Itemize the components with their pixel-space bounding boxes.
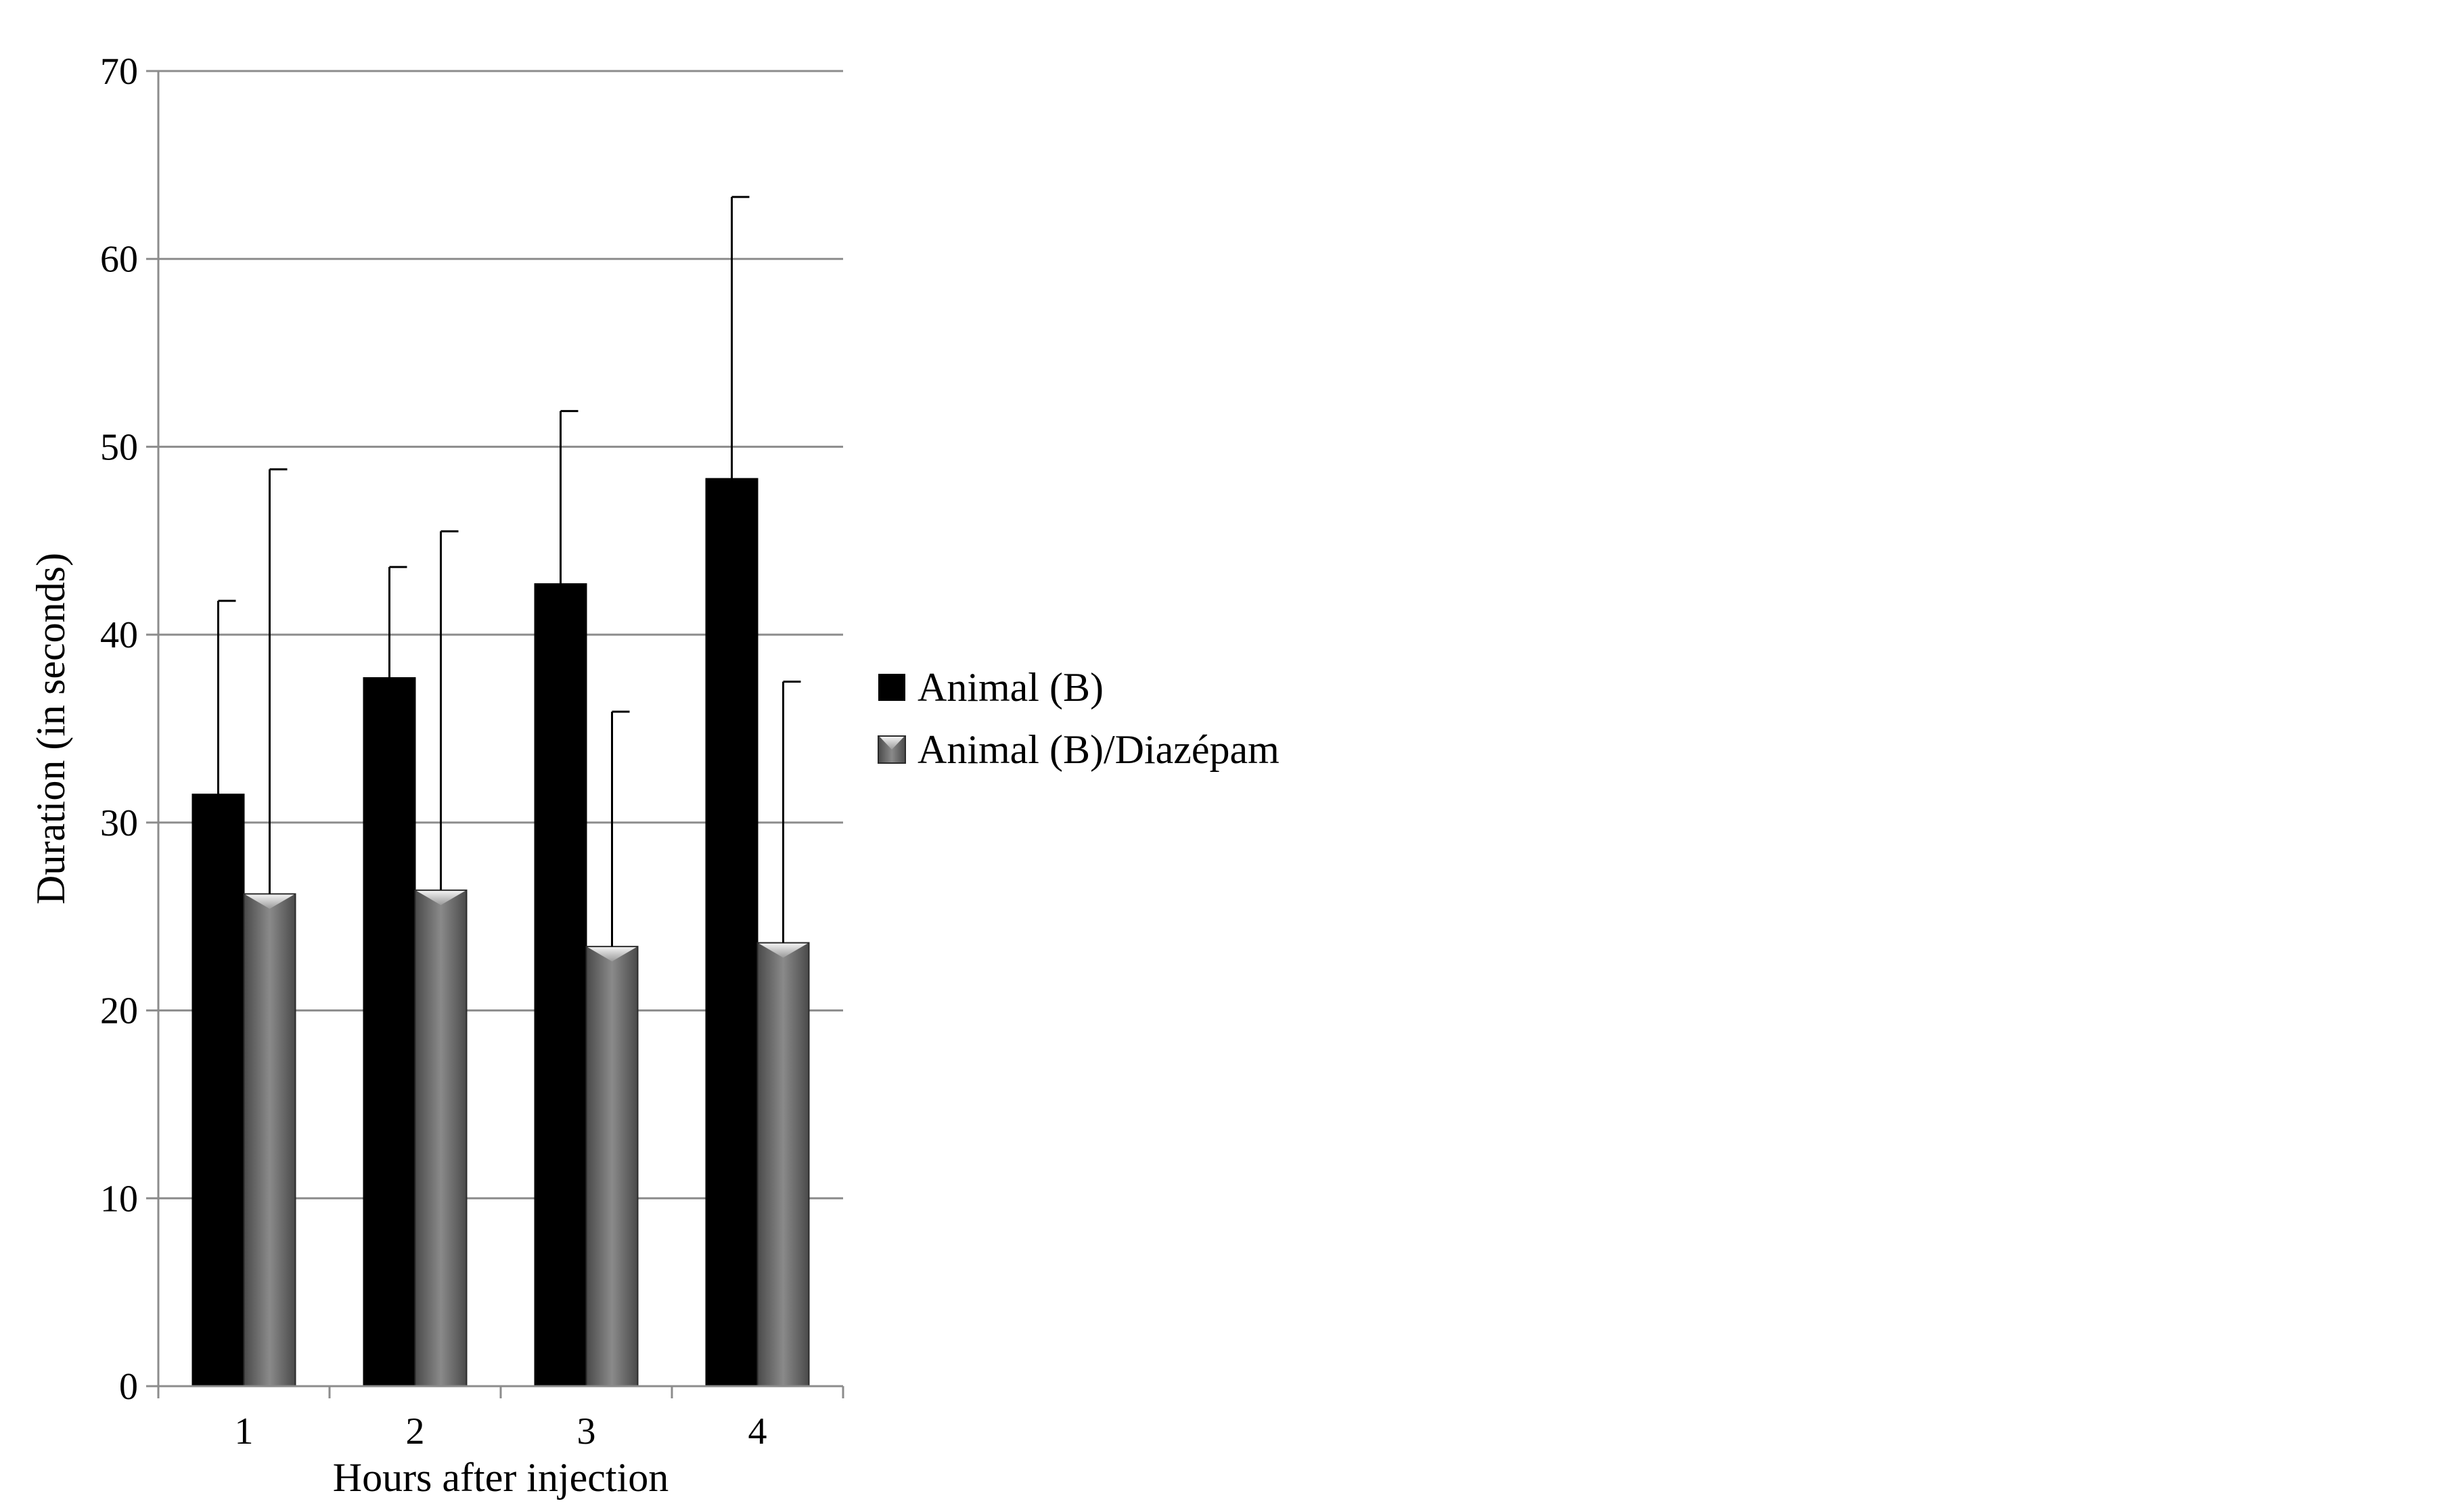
legend-label: Animal (B): [918, 665, 1104, 710]
x-axis-title: Hours after injection: [333, 1455, 669, 1500]
y-tick-labels: 0 10 20 30 40 50 60 70: [100, 51, 138, 1408]
legend: Animal (B) Animal (B)/Diazépam: [878, 665, 1280, 772]
bar-animal-b-2: [363, 677, 416, 1388]
y-tick-label: 20: [100, 990, 138, 1032]
axes: [146, 70, 844, 1398]
x-tick-label: 3: [577, 1411, 596, 1452]
bar-animal-b-4: [705, 478, 759, 1387]
bar-cap-highlight: [587, 947, 637, 962]
bar-animal-b-1: [191, 794, 245, 1387]
y-tick-label: 40: [100, 614, 138, 656]
bar-cap-highlight: [245, 894, 294, 909]
bar-animal-b-diazepam-1: [243, 893, 296, 1387]
y-axis-title: Duration (in seconds): [28, 553, 73, 904]
y-tick-label: 30: [100, 802, 138, 844]
x-tick-labels: 1 2 3 4: [235, 1411, 767, 1452]
y-tick-label: 70: [100, 51, 138, 93]
bar-animal-b-diazepam-4: [756, 942, 810, 1387]
y-tick-label: 60: [100, 239, 138, 281]
bars: [191, 478, 810, 1388]
bar-animal-b-diazepam-2: [414, 889, 468, 1387]
y-tick-label: 0: [119, 1366, 138, 1408]
legend-swatch-highlight: [880, 737, 904, 750]
bar-cap-highlight: [416, 890, 466, 905]
bar-animal-b-diazepam-3: [585, 946, 639, 1387]
x-tick-label: 1: [235, 1411, 254, 1452]
y-tick-label: 10: [100, 1178, 138, 1220]
legend-swatch-animal-b: [878, 674, 905, 701]
x-tick-label: 2: [406, 1411, 425, 1452]
error-bars: [217, 196, 801, 947]
bar-cap-highlight: [759, 943, 808, 958]
x-tick-label: 4: [748, 1411, 767, 1452]
legend-label: Animal (B)/Diazépam: [918, 727, 1280, 772]
bar-animal-b-3: [534, 583, 587, 1387]
y-tick-label: 50: [100, 426, 138, 468]
